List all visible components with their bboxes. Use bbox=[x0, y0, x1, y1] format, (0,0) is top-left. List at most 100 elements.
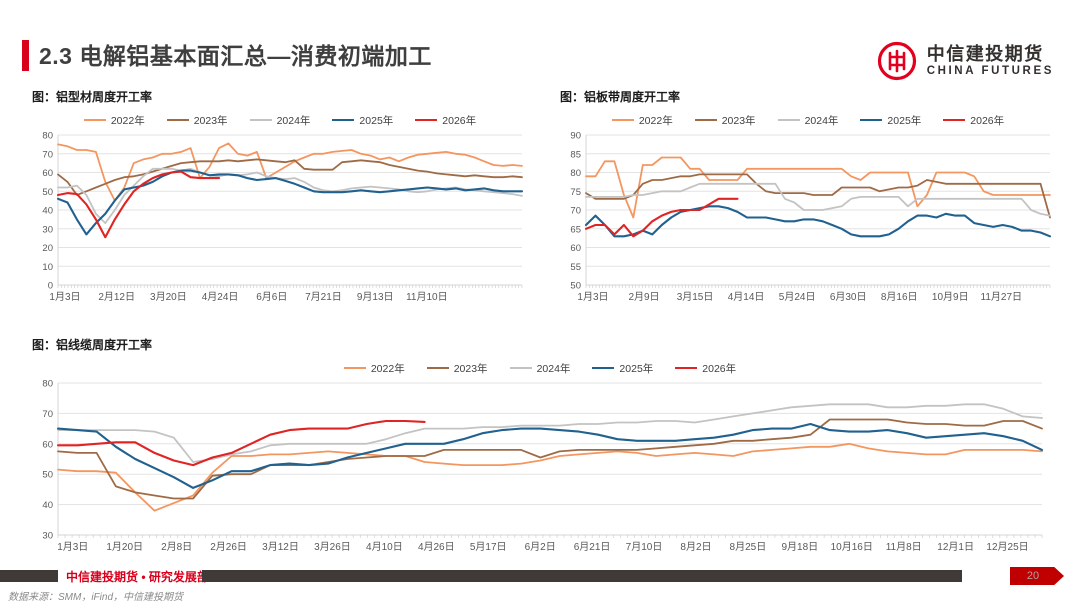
svg-text:70: 70 bbox=[570, 206, 581, 217]
legend-label: 2024年 bbox=[536, 362, 571, 375]
series-line-2023年 bbox=[57, 158, 523, 196]
series-line-2025年 bbox=[56, 169, 524, 236]
chart-aluminum-wire-cable-operating-rate: 图：铝线缆周度开工率 2022年 2023年 2024年 2025年 2026年 30 4… bbox=[30, 336, 1050, 562]
svg-text:12月1日: 12月1日 bbox=[937, 541, 974, 553]
legend-label: 2024年 bbox=[804, 114, 839, 127]
legend-label: 2025年 bbox=[619, 362, 654, 375]
legend-line-marker bbox=[509, 366, 532, 370]
chart-aluminum-sheet-strip-operating-rate: 图：铝板带周度开工率 2022年 2023年 2024年 2025年 2026年 50 5… bbox=[558, 88, 1058, 312]
chart-aluminum-profile-operating-rate: 图：铝型材周度开工率 2022年 2023年 2024年 2025年 2026年 0 10… bbox=[30, 88, 530, 312]
legend-item: 2022年 bbox=[343, 361, 405, 376]
legend-line-marker bbox=[249, 118, 272, 122]
svg-text:10月9日: 10月9日 bbox=[932, 291, 969, 303]
svg-text:30: 30 bbox=[42, 224, 53, 235]
footer-department-label: 中信建投期货 • 研究发展部 bbox=[66, 570, 209, 584]
svg-text:75: 75 bbox=[570, 187, 581, 198]
svg-text:60: 60 bbox=[42, 439, 53, 450]
svg-text:55: 55 bbox=[570, 262, 581, 273]
svg-text:50: 50 bbox=[42, 187, 53, 198]
svg-text:4月10日: 4月10日 bbox=[366, 541, 403, 553]
chart-legend: 2022年 2023年 2024年 2025年 2026年 bbox=[30, 111, 530, 129]
svg-text:7月21日: 7月21日 bbox=[305, 291, 342, 303]
legend-item: 2024年 bbox=[777, 113, 839, 128]
svg-text:11月27日: 11月27日 bbox=[981, 291, 1023, 303]
legend-line-marker bbox=[332, 118, 355, 122]
legend-item: 2026年 bbox=[675, 361, 736, 376]
svg-text:1月3日: 1月3日 bbox=[57, 541, 88, 553]
legend-line-marker bbox=[83, 118, 106, 122]
svg-text:8月25日: 8月25日 bbox=[730, 541, 767, 553]
svg-text:8月2日: 8月2日 bbox=[680, 541, 711, 553]
page-number: 20 bbox=[1026, 570, 1040, 582]
footer-bar-right bbox=[202, 570, 962, 582]
legend-label: 2023年 bbox=[453, 362, 488, 375]
svg-text:40: 40 bbox=[42, 500, 53, 511]
svg-text:70: 70 bbox=[42, 149, 53, 160]
svg-text:2月12日: 2月12日 bbox=[98, 291, 135, 303]
svg-text:40: 40 bbox=[42, 206, 53, 217]
svg-text:2月26日: 2月26日 bbox=[210, 541, 247, 553]
legend-label: 2026年 bbox=[702, 362, 737, 375]
chart-svg: 0 10 20 30 40 50 60 70 80 1月3日 2月12日 3月20日 4月24日 6月6日… bbox=[42, 131, 524, 303]
legend-line-marker bbox=[415, 118, 438, 122]
series-line-2024年 bbox=[585, 182, 1051, 217]
legend-line-marker bbox=[694, 118, 717, 122]
legend-line-marker bbox=[943, 118, 966, 122]
legend-item: 2023年 bbox=[694, 113, 756, 128]
svg-text:6月21日: 6月21日 bbox=[574, 541, 611, 553]
svg-text:6月2日: 6月2日 bbox=[525, 541, 556, 553]
svg-text:0: 0 bbox=[48, 281, 53, 292]
svg-text:11月10日: 11月10日 bbox=[406, 291, 448, 303]
svg-text:1月3日: 1月3日 bbox=[577, 291, 608, 303]
chart-title: 图：铝板带周度开工率 bbox=[560, 90, 681, 104]
legend-label: 2026年 bbox=[970, 114, 1005, 127]
legend-item: 2024年 bbox=[249, 113, 310, 128]
chart-legend: 2022年 2023年 2024年 2025年 2026年 bbox=[558, 111, 1058, 129]
legend-item: 2025年 bbox=[332, 113, 393, 128]
series-line-2026年 bbox=[584, 197, 739, 238]
legend-label: 2022年 bbox=[638, 114, 673, 127]
legend-item: 2026年 bbox=[415, 113, 476, 128]
legend-line-marker bbox=[860, 118, 883, 122]
legend-line-marker bbox=[426, 366, 449, 370]
legend-label: 2023年 bbox=[193, 114, 228, 127]
legend-item: 2024年 bbox=[509, 361, 571, 376]
svg-text:11月8日: 11月8日 bbox=[886, 541, 922, 553]
series-line-2022年 bbox=[57, 442, 1043, 512]
svg-text:2月8日: 2月8日 bbox=[161, 541, 192, 553]
logo-cn-text: 中信建投期货 bbox=[926, 43, 1044, 64]
legend-line-marker bbox=[592, 366, 615, 370]
legend-item: 2023年 bbox=[426, 361, 488, 376]
legend-line-marker bbox=[166, 118, 189, 122]
series-line-2023年 bbox=[585, 173, 1051, 219]
legend-item: 2023年 bbox=[166, 113, 228, 128]
svg-text:12月25日: 12月25日 bbox=[986, 541, 1028, 553]
chart-canvas: 30 40 50 60 70 80 1月3日 1月20日 2月8日 2月26日 3月12日 3月26日… bbox=[30, 377, 1050, 562]
svg-text:1月20日: 1月20日 bbox=[106, 541, 143, 553]
chart-title: 图：铝型材周度开工率 bbox=[32, 90, 153, 104]
svg-text:10月16日: 10月16日 bbox=[831, 541, 873, 553]
legend-line-marker bbox=[777, 118, 800, 122]
svg-text:9月13日: 9月13日 bbox=[357, 291, 394, 303]
footer-bar-left bbox=[0, 570, 58, 582]
svg-text:80: 80 bbox=[42, 379, 53, 390]
svg-text:50: 50 bbox=[42, 470, 53, 481]
legend-item: 2026年 bbox=[943, 113, 1004, 128]
chart-canvas: 0 10 20 30 40 50 60 70 80 1月3日 2月12日 3月20日 4月24日 6月6日… bbox=[30, 129, 530, 312]
legend-label: 2025年 bbox=[887, 114, 922, 127]
series-line-2026年 bbox=[56, 170, 221, 239]
page-number-badge: 20 bbox=[1010, 567, 1064, 585]
svg-text:30: 30 bbox=[42, 531, 53, 542]
page-title: 2.3 电解铝基本面汇总—消费初端加工 bbox=[39, 43, 432, 69]
svg-text:20: 20 bbox=[42, 243, 53, 254]
legend-item: 2025年 bbox=[592, 361, 653, 376]
svg-text:4月26日: 4月26日 bbox=[418, 541, 455, 553]
legend-item: 2022年 bbox=[611, 113, 673, 128]
svg-text:4月14日: 4月14日 bbox=[728, 291, 765, 303]
company-logo: 中信建投期货 CHINA FUTURES bbox=[876, 40, 1054, 82]
series-line-2024年 bbox=[57, 403, 1043, 463]
svg-text:80: 80 bbox=[42, 131, 53, 142]
svg-text:60: 60 bbox=[570, 243, 581, 254]
svg-text:8月16日: 8月16日 bbox=[881, 291, 918, 303]
